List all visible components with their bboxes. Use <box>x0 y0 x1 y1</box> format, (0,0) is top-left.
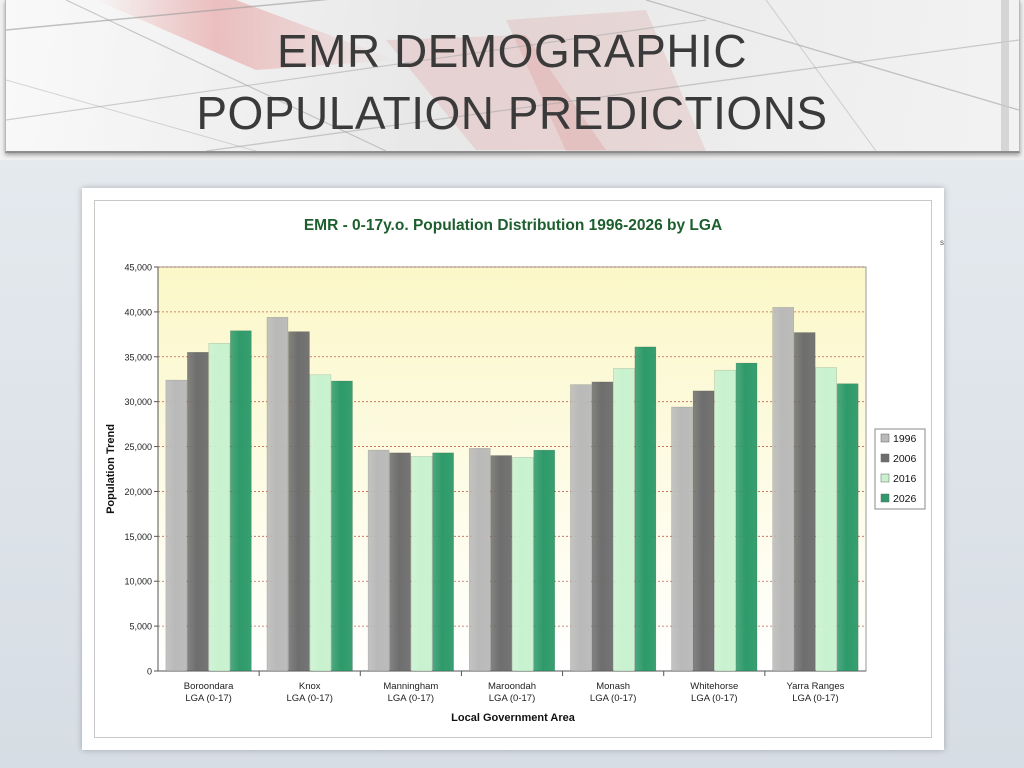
x-axis-label: Local Government Area <box>451 712 576 724</box>
bar-1996-0 <box>165 379 188 672</box>
header-panel <box>5 0 1020 153</box>
header-band <box>0 0 1024 160</box>
x-tick-sublabel: LGA (0-17) <box>590 693 636 704</box>
legend-label-2006: 2006 <box>893 453 917 465</box>
legend-label-2016: 2016 <box>893 473 917 485</box>
bar-1996-2 <box>367 449 390 672</box>
y-tick-label: 0 <box>147 667 152 677</box>
legend-swatch-2006 <box>880 453 890 463</box>
x-tick-sublabel: LGA (0-17) <box>185 693 231 704</box>
bar-2006-2 <box>389 452 411 672</box>
bar-2016-6 <box>815 367 837 672</box>
chart-title: EMR - 0-17y.o. Population Distribution 1… <box>304 217 722 234</box>
bar-2016-3 <box>511 457 534 672</box>
x-tick-sublabel: LGA (0-17) <box>792 693 838 704</box>
bar-2006-3 <box>490 455 513 672</box>
bar-1996-6 <box>772 307 794 672</box>
bar-2016-1 <box>309 374 332 672</box>
decorative-background-lines <box>6 0 1019 151</box>
bar-2026-4 <box>634 346 657 672</box>
bar-2026-6 <box>836 383 859 672</box>
chart-border <box>94 200 932 738</box>
legend-swatch-1996 <box>880 433 890 443</box>
slide-title-line-1: EMR DEMOGRAPHIC <box>276 25 748 77</box>
x-tick-label: Maroondah <box>488 681 536 692</box>
legend-swatch-2016 <box>880 473 890 483</box>
y-tick-label: 25,000 <box>124 442 152 452</box>
x-tick-sublabel: LGA (0-17) <box>489 693 535 704</box>
x-tick-sublabel: LGA (0-17) <box>691 693 737 704</box>
bar-2026-2 <box>432 452 454 672</box>
bar-1996-5 <box>671 406 693 672</box>
edge-mark: s <box>940 238 944 247</box>
x-tick-sublabel: LGA (0-17) <box>388 693 434 704</box>
bar-1996-1 <box>266 316 289 672</box>
bar-2006-4 <box>591 381 614 672</box>
x-tick-sublabel: LGA (0-17) <box>286 693 332 704</box>
bar-1996-4 <box>570 384 592 672</box>
bar-chart: EMR - 0-17y.o. Population Distribution 1… <box>105 217 926 724</box>
y-axis-label: Population Trend <box>105 424 117 514</box>
y-tick-label: 40,000 <box>124 307 152 317</box>
y-tick-label: 10,000 <box>124 577 152 587</box>
x-tick-label: Yarra Ranges <box>786 681 844 692</box>
x-tick-label: Boroondara <box>184 681 234 692</box>
bar-1996-3 <box>468 448 491 672</box>
slide-title-line-2: POPULATION PREDICTIONS <box>196 87 828 139</box>
bar-2026-0 <box>230 330 252 672</box>
bar-2006-5 <box>692 390 715 672</box>
x-tick-label: Monash <box>596 681 630 692</box>
chart-frame: EMR - 0-17y.o. Population Distribution 1… <box>82 188 944 750</box>
y-tick-label: 45,000 <box>124 263 152 273</box>
bar-2016-5 <box>714 369 736 672</box>
bar-2016-2 <box>410 456 433 672</box>
y-tick-label: 35,000 <box>124 352 152 362</box>
x-tick-label: Manningham <box>383 681 438 692</box>
legend-label-1996: 1996 <box>893 433 917 445</box>
bar-2026-3 <box>533 449 556 672</box>
bar-2006-1 <box>288 331 310 672</box>
y-tick-label: 15,000 <box>124 532 152 542</box>
bar-2026-1 <box>331 380 353 672</box>
y-tick-label: 20,000 <box>124 487 152 497</box>
legend-swatch-2026 <box>880 493 890 503</box>
legend-label-2026: 2026 <box>893 493 917 505</box>
bar-2026-5 <box>735 362 758 672</box>
y-tick-label: 30,000 <box>124 397 152 407</box>
x-tick-label: Knox <box>299 681 321 692</box>
x-tick-label: Whitehorse <box>690 681 738 692</box>
bar-2006-0 <box>187 351 209 672</box>
bar-2006-6 <box>793 332 816 672</box>
bar-2016-4 <box>613 368 635 672</box>
bar-2016-0 <box>208 343 231 672</box>
y-tick-label: 5,000 <box>129 622 152 632</box>
